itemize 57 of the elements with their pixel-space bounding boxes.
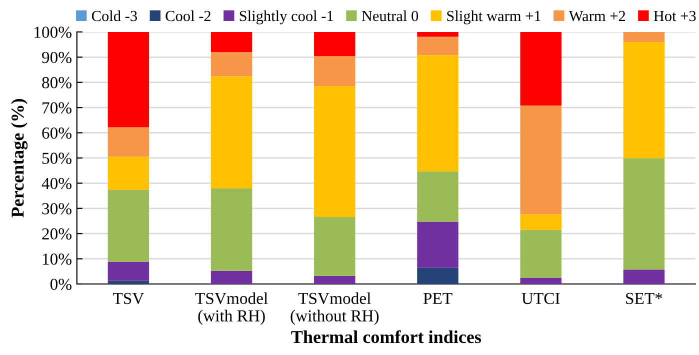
bar [108,190,150,262]
legend-label: Neutral 0 [362,10,418,22]
bar [520,106,562,214]
bar [623,32,665,42]
y-tick-label: 50% [42,152,72,164]
x-tick-label: TSV [113,292,144,304]
bar [520,32,562,106]
bar [417,36,458,56]
y-tick-label: 20% [42,228,72,240]
bar [210,188,252,271]
x-axis-title: Thermal comfort indices [291,330,482,344]
bar [417,55,458,172]
bar [520,214,562,230]
bar [520,278,562,284]
legend-label: Slightly cool -1 [240,10,333,24]
legend-label: Cool -2 [166,10,210,22]
bar [108,262,150,281]
x-tick-label: TSVmodel (without RH) [290,292,379,325]
y-tick-label: 30% [42,203,72,214]
bar [210,32,252,52]
bar [210,76,252,188]
bar [108,280,150,284]
bar [417,222,458,268]
bar [520,230,562,278]
y-tick-label: 80% [42,77,72,88]
bar [314,32,356,56]
bar [417,268,458,284]
x-tick-label: SET* [626,292,662,304]
bar [623,158,665,270]
bar [623,270,665,284]
legend-label: Hot +3 [654,10,696,22]
y-tick-label: 40% [42,178,72,190]
y-tick-label: 0% [50,278,72,290]
y-tick-label: 90% [42,52,72,64]
bar [314,216,356,276]
bar [314,276,356,284]
y-tick-label: 60% [42,127,72,139]
y-axis-title: Percentage (%) [11,99,28,218]
bar [210,270,252,284]
bar [314,86,356,217]
legend-label: Cold -3 [92,10,137,22]
x-tick-label: TSVmodel (with RH) [195,292,268,325]
bar [108,127,150,157]
bar [314,56,356,86]
x-tick-label: PET [423,292,452,304]
bar [623,42,665,158]
legend-label: Slight warm +1 [447,10,540,24]
bar [108,32,150,128]
legend-label: Warm +2 [568,10,626,22]
y-tick-label: 10% [42,253,72,265]
bar [417,32,458,37]
y-tick-label: 100% [34,26,72,38]
bar [108,156,150,190]
bar [210,52,252,76]
bar [417,171,458,222]
y-tick-label: 70% [42,102,72,114]
x-tick-label: UTCI [522,292,560,304]
